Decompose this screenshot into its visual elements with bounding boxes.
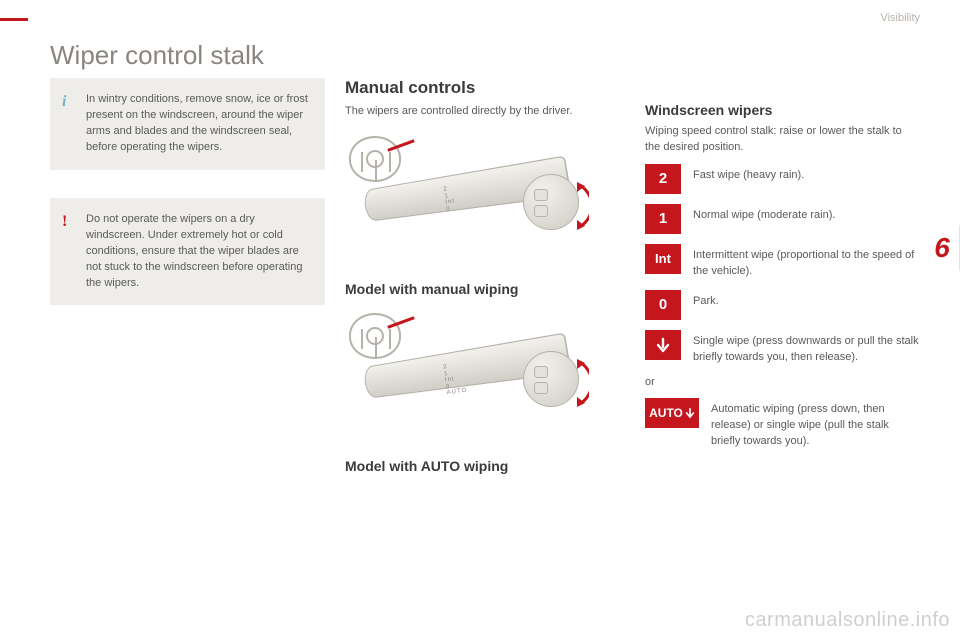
speed-0-text: Park. (693, 290, 920, 310)
speed-2-text: Fast wipe (heavy rain). (693, 164, 920, 184)
badge-auto: AUTO (645, 398, 699, 428)
watermark: carmanualsonline.info (745, 609, 950, 632)
right-column: Windscreen wipers Wiping speed control s… (645, 78, 920, 480)
manual-controls-heading: Manual controls (345, 78, 625, 98)
stalk-position-marks: 2 1 Int 0 AUTO (443, 362, 468, 398)
windscreen-intro: Wiping speed control stalk: raise or low… (645, 124, 920, 156)
badge-int: Int (645, 244, 681, 274)
speed-list: 2 Fast wipe (heavy rain). 1 Normal wipe … (645, 164, 920, 366)
info-icon: i (62, 90, 66, 113)
badge-1: 1 (645, 204, 681, 234)
speed-row-auto: AUTO Automatic wiping (press down, then … (645, 398, 920, 450)
speed-row-0: 0 Park. (645, 290, 920, 320)
breadcrumb: Visibility (880, 12, 920, 24)
speed-row-1: 1 Normal wipe (moderate rain). (645, 204, 920, 234)
middle-column: Manual controls The wipers are controlle… (345, 78, 625, 480)
chapter-tab: 6 (924, 225, 960, 271)
badge-0: 0 (645, 290, 681, 320)
badge-auto-label: AUTO (649, 406, 683, 420)
info-note-text: In wintry conditions, remove snow, ice o… (86, 93, 308, 153)
wiper-stalk: 2 1 Int 0 AUTO (365, 351, 585, 431)
accent-bar (0, 18, 28, 21)
manual-controls-intro: The wipers are controlled directly by th… (345, 104, 625, 120)
wiper-stalk: 2 1 Int 0 (365, 174, 585, 254)
content-columns: i In wintry conditions, remove snow, ice… (50, 78, 920, 480)
speed-row-int: Int Intermittent wipe (proportional to t… (645, 244, 920, 280)
diagram-auto-wiping: 2 1 Int 0 AUTO (345, 311, 605, 446)
badge-down-arrow (645, 330, 681, 360)
page-title: Wiper control stalk (50, 40, 264, 71)
speed-auto-text: Automatic wiping (press down, then relea… (711, 398, 920, 450)
warning-note: ! Do not operate the wipers on a dry win… (50, 198, 325, 306)
speed-row-2: 2 Fast wipe (heavy rain). (645, 164, 920, 194)
warning-icon: ! (62, 210, 67, 233)
warning-note-text: Do not operate the wipers on a dry winds… (86, 213, 302, 289)
speed-1-text: Normal wipe (moderate rain). (693, 204, 920, 224)
speed-int-text: Intermittent wipe (proportional to the s… (693, 244, 920, 280)
diagram-manual-caption: Model with manual wiping (345, 281, 625, 297)
or-separator: or (645, 376, 920, 388)
left-column: i In wintry conditions, remove snow, ice… (50, 78, 325, 480)
windscreen-heading: Windscreen wipers (645, 102, 920, 118)
speed-row-single: Single wipe (press downwards or pull the… (645, 330, 920, 366)
diagram-manual-wiping: 2 1 Int 0 (345, 134, 605, 269)
motion-arrow-icon (541, 176, 589, 236)
motion-arrow-icon (541, 353, 589, 413)
diagram-auto-caption: Model with AUTO wiping (345, 458, 625, 474)
info-note: i In wintry conditions, remove snow, ice… (50, 78, 325, 170)
speed-single-text: Single wipe (press downwards or pull the… (693, 330, 920, 366)
badge-2: 2 (645, 164, 681, 194)
